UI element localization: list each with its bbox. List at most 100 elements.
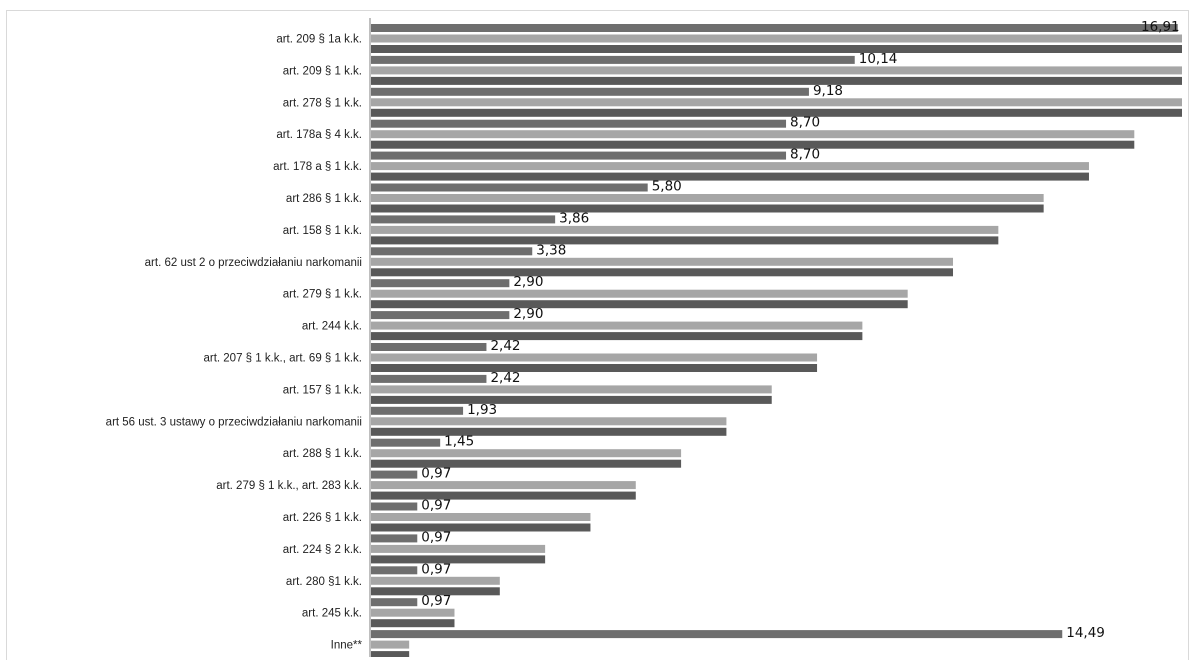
data-label: 16,91: [1141, 19, 1180, 35]
bar-series-3: [371, 204, 1044, 213]
category-label: art. 279 § 1 k.k.: [283, 289, 362, 301]
bar-series-1: [371, 470, 418, 479]
category-label: art. 226 § 1 k.k.: [283, 512, 362, 524]
category-label: art. 288 § 1 k.k.: [283, 448, 362, 460]
bar-series-3: [371, 236, 999, 245]
bar-series-1: [371, 438, 441, 447]
bar-series-2: [371, 481, 636, 490]
bar-series-2: [371, 34, 1182, 43]
bar-series-3: [371, 108, 1182, 117]
data-label: 2,90: [513, 274, 543, 290]
bar-series-1: [371, 343, 487, 351]
bar-series-3: [371, 300, 908, 309]
bar-series-1: [371, 215, 556, 224]
bar-series-3: [371, 395, 772, 404]
bar-series-2: [371, 225, 999, 234]
bar-series-3: [371, 76, 1182, 85]
category-label: art. 280 §1 k.k.: [286, 576, 362, 588]
bar-series-1: [371, 566, 418, 575]
bar-series-2: [371, 194, 1044, 202]
data-label: 0,97: [421, 466, 451, 482]
bar-series-3: [371, 459, 682, 468]
data-label: 0,97: [421, 593, 451, 609]
bar-series-2: [371, 513, 591, 521]
bar-series-2: [371, 321, 863, 330]
bar-series-1: [371, 598, 418, 607]
bar-series-1: [371, 55, 855, 64]
data-label: 0,97: [421, 561, 451, 577]
category-label: art. 224 § 2 k.k.: [283, 544, 362, 556]
bar-series-3: [371, 332, 863, 341]
bar-series-3: [371, 45, 1182, 53]
bar-series-3: [371, 619, 455, 628]
data-label: 3,38: [536, 242, 566, 258]
bar-series-2: [371, 385, 772, 394]
category-label: art 56 ust. 3 ustawy o przeciwdziałaniu …: [106, 416, 362, 428]
bar-series-2: [371, 640, 410, 649]
category-label: art. 157 § 1 k.k.: [283, 384, 362, 396]
category-label: art. 158 § 1 k.k.: [283, 225, 362, 237]
bar-series-1: [371, 151, 787, 160]
bar-series-3: [371, 268, 954, 277]
category-label: art. 209 § 1a k.k.: [276, 34, 362, 46]
data-label: 0,97: [421, 529, 451, 545]
bar-series-1: [371, 502, 418, 511]
data-label: 10,14: [859, 51, 898, 67]
data-label: 9,18: [813, 83, 843, 99]
data-label: 1,93: [467, 402, 497, 418]
data-label: 2,90: [513, 306, 543, 322]
bar-series-2: [371, 130, 1135, 139]
category-label: Inne**: [331, 640, 363, 652]
bar-series-1: [371, 279, 510, 288]
bar-series-3: [371, 587, 500, 596]
data-label: 2,42: [490, 338, 520, 354]
category-label: art. 209 § 1 k.k.: [283, 65, 362, 77]
data-label: 8,70: [790, 115, 820, 131]
bar-series-3: [371, 140, 1135, 149]
bar-series-3: [371, 523, 591, 532]
data-label: 1,45: [444, 434, 474, 450]
bar-series-2: [371, 608, 455, 617]
data-label: 8,70: [790, 147, 820, 163]
bar-series-2: [371, 544, 546, 553]
bar-series-1: [371, 87, 809, 96]
bar-series-3: [371, 427, 727, 436]
category-label: art. 207 § 1 k.k., art. 69 § 1 k.k.: [203, 353, 362, 365]
bar-series-3: [371, 491, 636, 500]
bar-series-2: [371, 449, 682, 458]
bar-series-2: [371, 353, 818, 362]
data-label: 14,49: [1066, 625, 1105, 641]
bar-series-1: [371, 374, 487, 383]
category-label: art. 62 ust 2 o przeciwdziałaniu narkoma…: [145, 257, 362, 269]
bar-series-3: [371, 555, 546, 564]
bar-series-3: [371, 651, 410, 657]
bar-series-1: [371, 406, 464, 415]
bar-series-2: [371, 576, 500, 585]
bar-series-1: [371, 119, 787, 128]
bar-series-3: [371, 172, 1089, 181]
bar-series-1: [371, 311, 510, 320]
data-label: 2,42: [490, 370, 520, 386]
category-label: art. 178 a § 1 k.k.: [273, 161, 362, 173]
category-label: art 286 § 1 k.k.: [286, 193, 362, 205]
data-label: 0,97: [421, 498, 451, 514]
bar-series-2: [371, 417, 727, 426]
bar-series-1: [371, 183, 648, 192]
bar-series-1: [371, 630, 1063, 639]
category-label: art. 244 k.k.: [302, 321, 362, 333]
category-label: art. 279 § 1 k.k., art. 283 k.k.: [216, 480, 362, 492]
category-label: art. 245 k.k.: [302, 608, 362, 620]
bar-series-2: [371, 98, 1182, 107]
bar-series-2: [371, 257, 954, 266]
bar-series-1: [371, 24, 1178, 32]
bar-series-2: [371, 289, 908, 298]
category-label: art. 178a § 4 k.k.: [276, 129, 362, 141]
category-label: art. 278 § 1 k.k.: [283, 97, 362, 109]
data-label: 3,86: [559, 210, 589, 226]
bar-series-2: [371, 66, 1182, 75]
bar-series-1: [371, 534, 418, 543]
bar-series-3: [371, 364, 818, 372]
data-label: 5,80: [652, 179, 682, 195]
bar-series-2: [371, 162, 1089, 171]
